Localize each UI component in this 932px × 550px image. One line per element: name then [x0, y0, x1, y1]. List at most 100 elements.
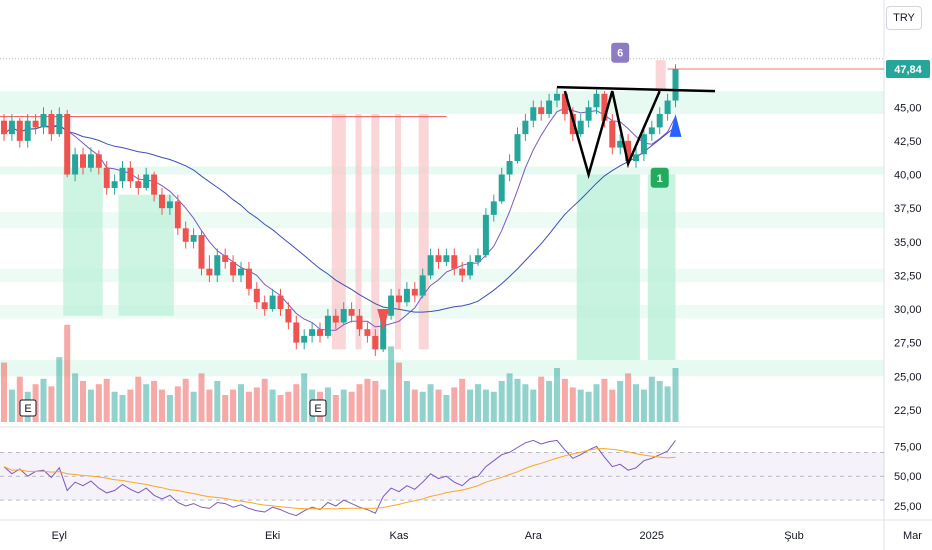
volume-bar — [609, 389, 616, 422]
earnings-marker — [309, 399, 327, 417]
pattern-badge-number: 6 — [617, 48, 623, 60]
volume-bar — [617, 380, 624, 422]
volume-bar — [356, 384, 363, 422]
candle-body — [561, 93, 568, 114]
price-tick-label: 42,50 — [894, 136, 922, 148]
candle-body — [238, 268, 244, 276]
candle-body — [656, 113, 663, 128]
volume-bar — [64, 324, 71, 422]
breakout-zone — [655, 60, 666, 92]
volume-bar — [380, 389, 387, 422]
volume-bar — [506, 373, 513, 422]
candle-body — [48, 113, 55, 135]
volume-bar — [119, 395, 126, 422]
candle-body — [261, 302, 268, 310]
volume-bar — [293, 384, 300, 422]
candle-body — [8, 120, 15, 135]
candle-body — [206, 268, 213, 276]
candle-body — [380, 315, 387, 350]
candle-body — [230, 261, 237, 276]
volume-bar — [198, 373, 205, 422]
accumulation-zone — [576, 174, 640, 361]
candle-body — [182, 228, 189, 242]
volume-bar — [451, 387, 458, 422]
candle-body — [530, 107, 537, 121]
volume-bar — [467, 389, 474, 422]
price-tick-label: 22,50 — [894, 405, 922, 417]
candle-body — [419, 275, 426, 296]
candle-body — [633, 154, 639, 162]
volume-bar — [640, 389, 647, 422]
volume-bar — [514, 378, 521, 422]
candle-body — [127, 167, 134, 182]
volume-bar — [522, 384, 529, 422]
candle-body — [593, 93, 600, 108]
volume-bar — [8, 389, 15, 422]
candle-body — [135, 181, 142, 188]
candle-body — [111, 181, 118, 188]
volume-bar — [95, 384, 102, 422]
earnings-marker-letter: E — [314, 403, 321, 415]
candle-body — [498, 174, 505, 202]
distribution-zone — [331, 113, 346, 350]
volume-bar — [143, 384, 150, 422]
rsi-tick-label: 25,00 — [894, 501, 922, 513]
accumulation-zone — [63, 167, 103, 316]
sell-arrow-down-icon — [377, 309, 390, 331]
rsi-panel — [0, 439, 884, 517]
candle-body — [617, 140, 624, 148]
candle-body — [427, 255, 434, 276]
volume-bar — [48, 386, 55, 422]
volume-bars — [1, 324, 679, 422]
candle-body — [403, 288, 410, 303]
candle-body — [1, 120, 7, 135]
candle-body — [490, 201, 497, 215]
candle-body — [451, 255, 458, 269]
candle-body — [317, 329, 323, 336]
buy-arrow-up-icon — [669, 113, 682, 137]
pattern-drawings: 6 1 E E — [19, 42, 716, 417]
volume-bar — [72, 373, 79, 422]
candle-body — [648, 127, 655, 135]
earnings-marker — [19, 399, 37, 417]
candle-body — [324, 315, 331, 336]
volume-bar — [214, 380, 221, 422]
candle-body — [253, 288, 260, 303]
candle-body — [214, 255, 221, 276]
candle-body — [340, 309, 347, 323]
volume-bar — [403, 380, 410, 422]
currency-selector[interactable]: TRY — [886, 6, 922, 30]
candle-body — [309, 329, 316, 336]
time-tick-label: Eki — [265, 530, 280, 542]
volume-bar — [222, 395, 229, 422]
accumulation-zone — [647, 174, 676, 361]
volume-bar — [253, 387, 260, 422]
candle-body — [435, 255, 442, 262]
pattern-badge-purple — [611, 42, 630, 63]
last-price-badge — [886, 60, 930, 79]
price-tick-label: 27,50 — [894, 338, 922, 350]
volume-bar — [332, 395, 339, 422]
volume-bar — [459, 378, 466, 422]
candle-body — [103, 167, 110, 188]
volume-bar — [546, 380, 553, 422]
candle-body — [222, 255, 229, 262]
volume-bar — [672, 368, 679, 422]
distribution-zone — [371, 113, 380, 350]
volume-bar — [411, 389, 418, 422]
w-pattern-line — [563, 90, 661, 180]
candle-body — [32, 120, 39, 128]
volume-bar — [388, 346, 395, 422]
price-tick-label: 35,00 — [894, 237, 922, 249]
candle-body — [514, 134, 521, 162]
candlesticks — [1, 64, 679, 357]
candle-body — [24, 120, 31, 141]
candle-body — [293, 322, 300, 343]
candle-body — [190, 235, 197, 242]
candle-body — [411, 288, 418, 296]
volume-bar — [364, 378, 371, 422]
price-tick-label: 37,50 — [894, 203, 922, 215]
candle-body — [388, 295, 395, 316]
signal-badge-number: 1 — [657, 173, 663, 185]
